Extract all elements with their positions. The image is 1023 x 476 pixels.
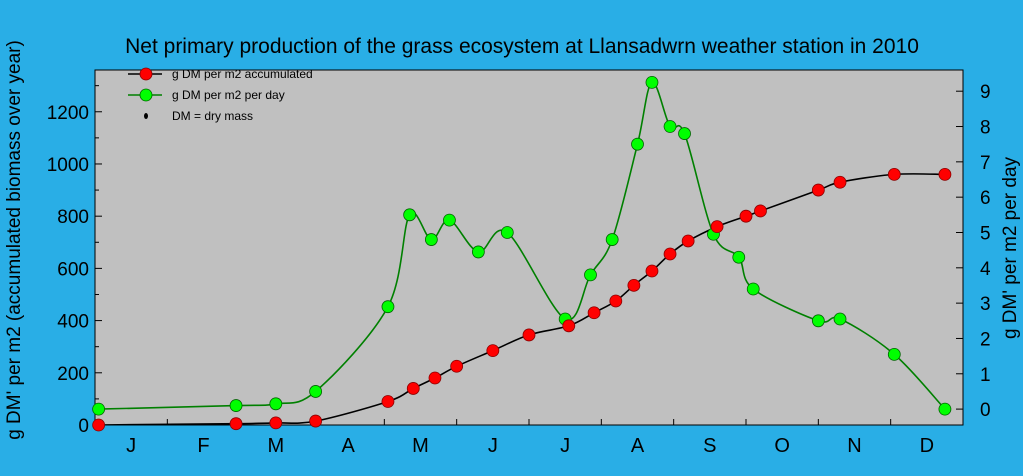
legend-marker [139,88,153,102]
accumulated-point [938,168,952,181]
y-left-tick-label: 1000 [47,155,89,176]
x-tick-label: O [774,435,790,457]
per-day-point [584,268,597,282]
per-day-point [732,250,746,264]
y-right-tick-label: 5 [980,223,991,244]
x-tick-label: N [847,435,861,457]
per-day-point [471,245,485,259]
accumulated-point [645,264,659,278]
accumulated-point [450,359,464,373]
y-right-tick-label: 3 [980,294,991,315]
x-tick-label: J [560,435,570,457]
plot-area [94,69,964,426]
accumulated-point [269,416,283,430]
accumulated-point [663,247,677,261]
accumulated-point [739,209,753,223]
per-day-point [92,402,106,416]
x-tick-label: A [341,435,355,457]
legend-marker [139,67,153,81]
accumulated-point [309,414,323,428]
per-day-point [645,75,659,89]
legend-label: g DM per m2 per day [172,88,285,102]
x-tick-label: M [412,435,429,457]
y-right-tick-label: 8 [980,118,991,139]
y-left-tick-label: 1200 [47,103,89,124]
accumulated-point [381,395,395,408]
y-axis-right-label: g DM' per m2 per day [1000,156,1021,339]
y-right-tick-label: 9 [980,82,991,103]
accumulated-point [627,278,641,292]
per-day-point [229,399,243,412]
x-tick-label: F [197,435,209,457]
x-tick-label: A [631,435,645,457]
per-day-point [631,137,644,151]
per-day-point [811,314,825,328]
x-tick-label: S [703,435,716,457]
legend-label: g DM per m2 accumulated [172,67,313,81]
chart-title: Net primary production of the grass ecos… [125,35,919,58]
accumulated-point [406,382,420,395]
legend-marker [144,113,148,119]
y-left-tick-label: 400 [57,312,89,333]
accumulated-point [681,234,695,248]
y-left-tick-label: 600 [57,259,89,280]
accumulated-point [811,183,825,197]
y-left-tick-label: 800 [57,207,89,228]
per-day-point [833,312,847,326]
accumulated-point [486,344,500,358]
per-day-point [678,127,691,140]
per-day-point [403,208,417,222]
accumulated-point [587,306,601,320]
y-axis-left-label: g DM' per m2 (accumulated biomass over y… [4,40,25,440]
per-day-point [381,300,395,314]
per-day-point [500,226,514,239]
per-day-point [424,233,438,246]
y-right-tick-label: 4 [980,259,991,280]
y-right-tick-label: 7 [980,153,991,174]
accumulated-point [833,175,847,189]
per-day-point [746,282,760,296]
x-tick-label: J [126,435,136,457]
per-day-point [887,347,901,361]
legend: g DM per m2 accumulated g DM per m2 per d… [128,67,313,123]
per-day-point [605,233,619,246]
accumulated-point [522,328,536,342]
y-right-tick-label: 2 [980,329,991,350]
per-day-point [269,397,283,411]
accumulated-point [92,418,106,432]
x-tick-label: D [920,435,934,457]
accumulated-point [609,294,623,308]
per-day-point [443,213,456,227]
per-day-point [663,120,677,133]
accumulated-point [428,371,442,385]
y-right-tick-label: 6 [980,188,991,209]
accumulated-point [887,168,901,181]
y-left-tick-label: 0 [78,416,89,437]
per-day-point [938,402,952,416]
legend-label: DM = dry mass [172,109,253,123]
accumulated-point [754,204,767,218]
y-right-tick-label: 1 [980,365,991,386]
accumulated-point [710,220,724,234]
x-tick-label: M [267,435,284,457]
per-day-point [309,385,323,398]
accumulated-point [229,417,243,431]
accumulated-point [562,319,576,333]
x-tick-label: J [488,435,498,457]
y-left-tick-label: 200 [57,364,89,385]
y-right-tick-label: 0 [980,400,991,421]
